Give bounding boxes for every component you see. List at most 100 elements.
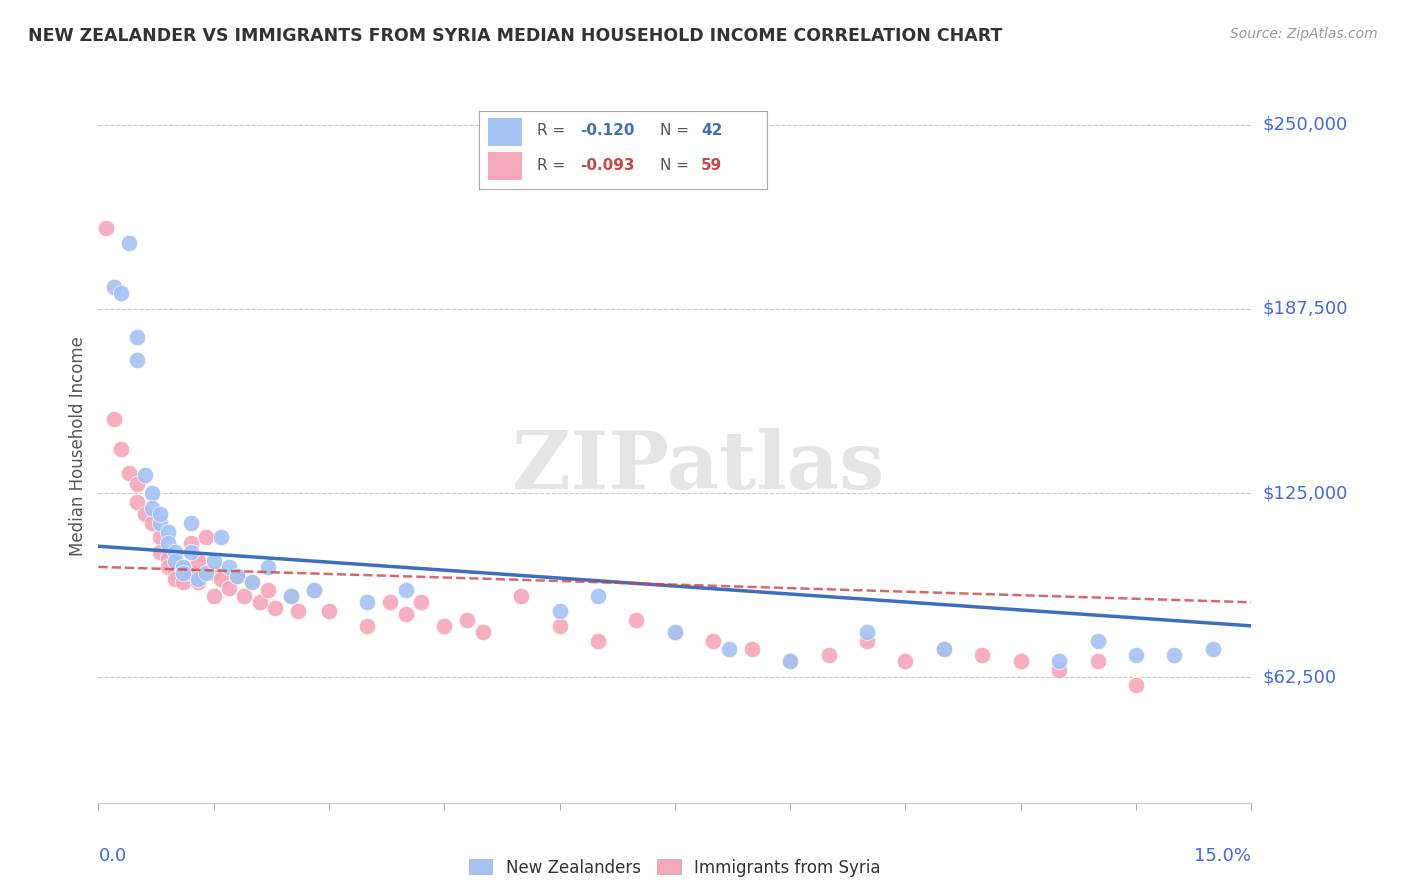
Point bbox=[287, 604, 309, 618]
Point bbox=[218, 560, 240, 574]
Point bbox=[149, 516, 172, 530]
Point bbox=[165, 566, 187, 580]
Point bbox=[302, 583, 325, 598]
Point bbox=[202, 590, 225, 604]
Point bbox=[510, 590, 533, 604]
Point bbox=[165, 545, 187, 559]
Point bbox=[932, 642, 955, 657]
Point bbox=[972, 648, 994, 663]
Point bbox=[180, 566, 202, 580]
Point bbox=[187, 574, 209, 589]
Point bbox=[180, 516, 202, 530]
Point bbox=[586, 633, 609, 648]
Point bbox=[110, 442, 132, 456]
Point bbox=[471, 624, 494, 639]
Point bbox=[249, 595, 271, 609]
Point bbox=[187, 554, 209, 568]
Text: $187,500: $187,500 bbox=[1263, 300, 1348, 318]
Point bbox=[165, 572, 187, 586]
Point bbox=[209, 572, 232, 586]
Point bbox=[180, 545, 202, 559]
Point bbox=[280, 590, 302, 604]
Point bbox=[125, 353, 148, 368]
Point bbox=[1125, 648, 1147, 663]
Point bbox=[256, 583, 278, 598]
Point bbox=[118, 235, 141, 250]
Point bbox=[664, 624, 686, 639]
Point bbox=[779, 654, 801, 668]
Point bbox=[202, 566, 225, 580]
Point bbox=[664, 624, 686, 639]
Point bbox=[280, 590, 302, 604]
Point bbox=[240, 574, 263, 589]
Point bbox=[156, 551, 179, 566]
Point bbox=[395, 607, 418, 621]
Point bbox=[1010, 654, 1032, 668]
Point bbox=[156, 524, 179, 539]
Point bbox=[225, 568, 247, 582]
Point bbox=[195, 530, 218, 544]
Point bbox=[172, 560, 194, 574]
Point bbox=[125, 330, 148, 344]
Text: $250,000: $250,000 bbox=[1263, 116, 1348, 134]
Point bbox=[702, 633, 724, 648]
Point bbox=[1047, 654, 1070, 668]
Point bbox=[218, 581, 240, 595]
Point bbox=[103, 412, 125, 426]
Text: $125,000: $125,000 bbox=[1263, 484, 1348, 502]
Point bbox=[1163, 648, 1185, 663]
Point bbox=[586, 590, 609, 604]
Point bbox=[125, 477, 148, 491]
Point bbox=[149, 507, 172, 521]
Point bbox=[180, 536, 202, 550]
Point bbox=[1087, 654, 1109, 668]
Point bbox=[1125, 678, 1147, 692]
Point bbox=[318, 604, 340, 618]
Point bbox=[202, 554, 225, 568]
Text: $62,500: $62,500 bbox=[1263, 668, 1337, 687]
Point bbox=[817, 648, 839, 663]
Point bbox=[411, 595, 433, 609]
Point bbox=[149, 530, 172, 544]
Point bbox=[134, 468, 156, 483]
Y-axis label: Median Household Income: Median Household Income bbox=[69, 336, 87, 556]
Point bbox=[134, 507, 156, 521]
Point bbox=[172, 560, 194, 574]
Point bbox=[141, 500, 163, 515]
Point bbox=[779, 654, 801, 668]
Point bbox=[626, 613, 648, 627]
Legend: New Zealanders, Immigrants from Syria: New Zealanders, Immigrants from Syria bbox=[470, 858, 880, 877]
Point bbox=[156, 536, 179, 550]
Point bbox=[103, 279, 125, 293]
Point bbox=[433, 619, 456, 633]
Point bbox=[456, 613, 478, 627]
Point bbox=[94, 220, 117, 235]
Text: ZIPatlas: ZIPatlas bbox=[512, 428, 884, 507]
Point bbox=[225, 568, 247, 582]
Point bbox=[240, 574, 263, 589]
Point bbox=[356, 595, 378, 609]
Point bbox=[1202, 642, 1225, 657]
Point bbox=[264, 601, 287, 615]
Point bbox=[195, 566, 218, 580]
Point bbox=[125, 495, 148, 509]
Point bbox=[149, 545, 172, 559]
Point bbox=[548, 604, 571, 618]
Point bbox=[156, 560, 179, 574]
Point bbox=[717, 642, 740, 657]
Point bbox=[172, 566, 194, 580]
Point bbox=[356, 619, 378, 633]
Point bbox=[395, 583, 418, 598]
Point bbox=[741, 642, 763, 657]
Point bbox=[209, 530, 232, 544]
Point bbox=[233, 590, 256, 604]
Point bbox=[172, 574, 194, 589]
Point bbox=[1047, 663, 1070, 677]
Point bbox=[856, 624, 879, 639]
Point bbox=[894, 654, 917, 668]
Text: 15.0%: 15.0% bbox=[1194, 847, 1251, 865]
Point bbox=[110, 285, 132, 300]
Point bbox=[932, 642, 955, 657]
Point bbox=[548, 619, 571, 633]
Point bbox=[302, 583, 325, 598]
